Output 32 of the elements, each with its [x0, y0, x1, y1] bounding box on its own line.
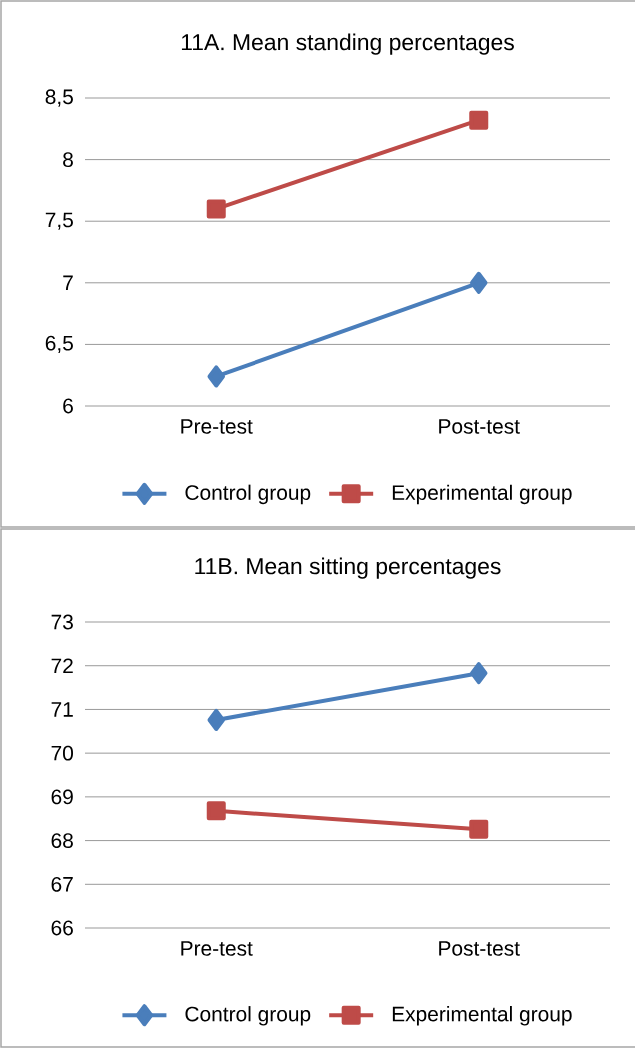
y-tick-label: 73	[51, 614, 73, 630]
legend-label: Control group	[185, 484, 311, 505]
x-tick-label: Post-test	[439, 941, 520, 956]
point	[469, 819, 489, 839]
chart-title: 11A. Mean standing percentages	[181, 33, 514, 55]
y-tick-label: 7,5	[45, 212, 73, 230]
point	[470, 271, 488, 294]
legend-label: Experimental group	[392, 484, 572, 505]
point	[470, 662, 488, 685]
y-tick-label: 6,5	[45, 335, 73, 354]
x-tick-label: Post-test	[439, 419, 520, 434]
y-tick-label: 8	[63, 152, 73, 168]
chart-title: 11B. Mean sitting percentages	[195, 557, 501, 579]
point	[206, 801, 226, 821]
legend-label: Experimental group	[392, 1006, 572, 1026]
y-tick-label: 7	[63, 275, 73, 290]
y-tick-label: 67	[51, 876, 73, 892]
y-tick-label: 8,5	[45, 89, 73, 107]
y-tick-label: 72	[51, 658, 73, 674]
point	[206, 199, 226, 219]
y-tick-label: 69	[51, 789, 73, 805]
y-tick-label: 6	[63, 398, 73, 414]
legend-label: Control group	[185, 1006, 311, 1026]
y-tick-label: 71	[51, 702, 73, 717]
point	[207, 708, 225, 731]
y-tick-label: 68	[51, 833, 73, 848]
y-tick-label: 70	[51, 745, 73, 761]
x-tick-label: Pre-test	[181, 941, 253, 956]
point	[469, 110, 489, 130]
x-tick-label: Pre-test	[181, 419, 253, 434]
y-tick-label: 66	[51, 920, 73, 936]
point	[207, 365, 225, 388]
